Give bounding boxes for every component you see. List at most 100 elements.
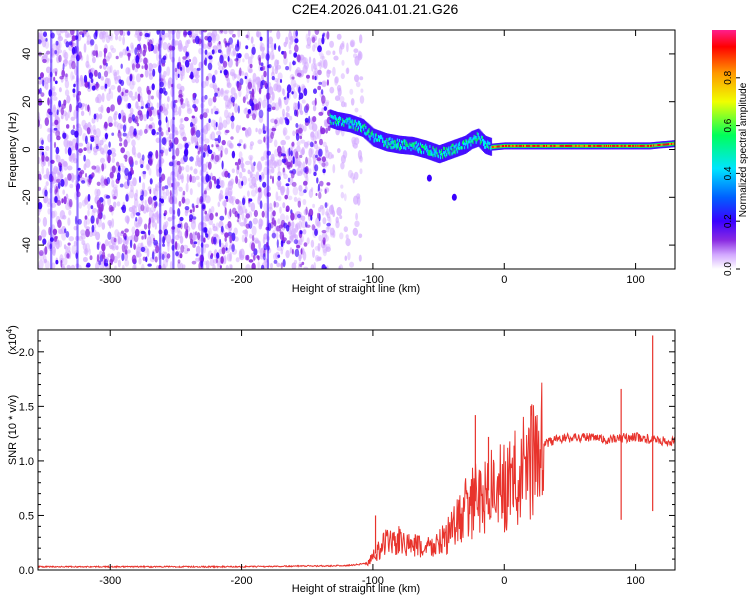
noise-cell [212, 96, 217, 103]
signal-core [396, 142, 399, 146]
noise-cell [131, 63, 135, 71]
noise-cell [161, 253, 165, 261]
noise-cell [176, 160, 181, 166]
noise-cell [90, 215, 95, 224]
noise-cell [80, 169, 85, 175]
noise-cell [244, 52, 250, 60]
signal-core [377, 138, 380, 142]
signal-core [508, 144, 510, 147]
noise-cell [140, 106, 144, 110]
noise-cell [167, 96, 170, 103]
noise-cell [207, 36, 212, 43]
signal-core [365, 132, 368, 136]
noise-cell [259, 175, 262, 182]
noise-cell [273, 253, 278, 261]
noise-cell [214, 138, 219, 142]
noise-cell [242, 58, 245, 63]
noise-cell [185, 182, 189, 193]
noise-cell [225, 264, 229, 269]
noise-cell [44, 246, 48, 255]
signal-core [597, 144, 600, 147]
noise-cell [103, 70, 109, 78]
noise-cell [319, 138, 323, 146]
signal-core [466, 139, 468, 143]
signal-core [652, 144, 654, 147]
signal-core [615, 144, 618, 147]
noise-cell [339, 96, 345, 103]
noise-cell [219, 265, 222, 269]
noise-cell [285, 205, 290, 212]
noise-cell [321, 264, 326, 269]
signal-core [395, 144, 398, 148]
signal-core [335, 117, 338, 121]
noise-cell [119, 124, 124, 129]
noise-cell [247, 177, 253, 182]
noise-cell [95, 145, 99, 150]
noise-cell [317, 242, 321, 252]
signal-halo [417, 138, 420, 157]
noise-cell [97, 72, 102, 79]
noise-cell [279, 206, 282, 214]
signal-core [356, 122, 359, 126]
noise-cell [303, 167, 308, 173]
noise-cell [247, 109, 251, 114]
signal-core [575, 144, 578, 147]
noise-cell [117, 172, 121, 181]
noise-cell [127, 52, 131, 57]
noise-cell [312, 105, 317, 112]
noise-cell [145, 256, 148, 263]
signal-core [561, 144, 564, 147]
noise-cell [223, 95, 229, 102]
noise-cell [254, 239, 260, 244]
noise-cell [295, 132, 300, 141]
noise-cell [244, 75, 247, 80]
noise-cell [251, 234, 255, 242]
noise-cell [54, 50, 58, 55]
noise-cell [70, 71, 74, 81]
signal-core [604, 144, 607, 147]
noise-cell [294, 234, 299, 241]
signal-core [644, 144, 647, 147]
signal-core [332, 116, 335, 119]
noise-cell [141, 263, 145, 269]
noise-cell [252, 217, 258, 225]
noise-cell [332, 229, 336, 239]
noise-cell [219, 54, 224, 64]
noise-cell [359, 168, 363, 175]
noise-cell [93, 129, 97, 136]
noise-cell [114, 30, 120, 36]
noise-cell [190, 71, 194, 80]
noise-cell [314, 30, 320, 35]
noise-cell [178, 165, 182, 175]
noise-cell [184, 209, 189, 217]
noise-cell [208, 97, 213, 107]
noise-cell [293, 83, 299, 88]
noise-cell [248, 68, 253, 74]
signal-core [426, 149, 428, 153]
noise-cell [203, 143, 208, 152]
snr-multiplier-base: (x10 [7, 333, 19, 354]
noise-cell [154, 222, 157, 230]
noise-cell [128, 90, 133, 98]
noise-cell [38, 144, 41, 151]
noise-cell [46, 202, 51, 208]
noise-cell [257, 139, 263, 145]
signal-core [419, 148, 422, 152]
noise-cell [245, 213, 250, 219]
noise-cell [290, 79, 297, 89]
signal-core [397, 141, 400, 145]
noise-cell [232, 33, 236, 38]
noise-cell [325, 226, 330, 233]
noise-cell [261, 46, 265, 51]
noise-cell [313, 171, 317, 177]
noise-cell [64, 89, 70, 97]
noise-cell [337, 148, 341, 154]
noise-cell [317, 85, 322, 91]
noise-cell [338, 264, 344, 269]
noise-cell [107, 253, 111, 258]
signal-core [348, 125, 351, 129]
noise-cell [204, 210, 207, 215]
noise-cell [134, 219, 139, 228]
noise-cell [169, 52, 172, 60]
noise-cell [127, 67, 131, 75]
